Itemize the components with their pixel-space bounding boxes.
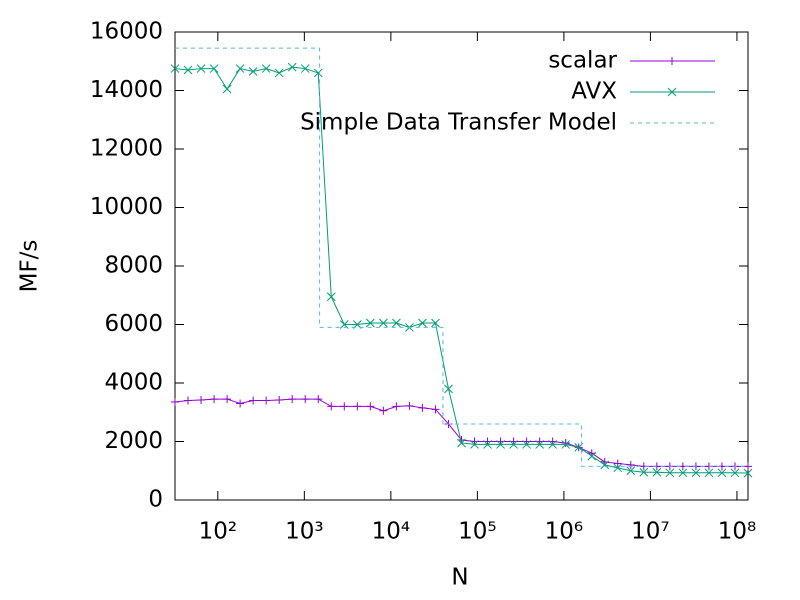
x-tick-label: 10³: [285, 519, 324, 545]
marker: [535, 440, 544, 449]
marker: [340, 402, 349, 411]
y-tick-label: 10000: [90, 194, 163, 220]
marker: [248, 67, 258, 76]
y-tick-label: 8000: [104, 253, 163, 279]
marker: [626, 460, 635, 469]
marker: [418, 403, 427, 412]
marker: [327, 402, 336, 411]
y-tick-label: 4000: [104, 370, 163, 396]
marker: [717, 468, 727, 478]
marker: [652, 467, 662, 477]
marker: [210, 395, 219, 404]
marker: [457, 438, 466, 448]
marker: [431, 318, 440, 328]
marker: [678, 468, 688, 478]
marker: [288, 395, 297, 404]
marker: [613, 459, 622, 468]
marker: [626, 466, 636, 476]
marker: [691, 468, 701, 478]
marker: [405, 401, 414, 410]
marker: [184, 396, 193, 405]
marker: [353, 402, 362, 411]
marker: [223, 395, 232, 404]
y-axis-label: MF/s: [17, 240, 43, 293]
marker: [392, 402, 401, 411]
marker: [444, 384, 453, 394]
marker: [196, 64, 206, 73]
legend-label: scalar: [548, 48, 617, 74]
marker: [496, 440, 505, 449]
marker: [236, 399, 245, 408]
marker: [379, 318, 388, 328]
y-tick-label: 2000: [104, 428, 163, 454]
marker: [326, 292, 336, 302]
marker: [301, 395, 310, 404]
marker: [287, 62, 297, 72]
y-tick-label: 14000: [90, 77, 163, 103]
x-axis-label: N: [451, 565, 468, 591]
marker: [561, 440, 571, 449]
marker: [522, 440, 531, 449]
marker: [668, 57, 676, 65]
marker: [667, 87, 677, 97]
marker: [365, 318, 375, 328]
legend-label: Simple Data Transfer Model: [300, 110, 617, 136]
marker: [275, 395, 284, 404]
marker: [509, 440, 518, 449]
plot-frame: [174, 31, 749, 501]
marker: [366, 402, 375, 411]
marker: [222, 84, 232, 94]
marker: [379, 406, 388, 415]
marker: [249, 396, 258, 405]
marker: [704, 468, 714, 478]
marker: [548, 440, 558, 449]
marker: [183, 65, 193, 75]
marker: [665, 468, 675, 478]
marker: [313, 68, 323, 78]
y-tick-label: 16000: [90, 19, 163, 45]
marker: [743, 468, 753, 478]
x-tick-label: 10⁶: [545, 519, 584, 545]
x-tick-label: 10⁵: [458, 519, 497, 545]
marker: [600, 460, 610, 470]
marker: [639, 467, 649, 477]
marker: [392, 318, 401, 328]
marker: [209, 64, 219, 73]
y-tick-label: 6000: [104, 311, 163, 337]
x-tick-label: 10⁴: [372, 519, 411, 545]
series-line: [175, 47, 748, 467]
y-tick-label: 12000: [90, 136, 163, 162]
marker: [470, 440, 479, 449]
x-tick-label: 10²: [199, 519, 238, 545]
marker: [561, 438, 570, 447]
legend-label: AVX: [571, 79, 617, 105]
marker: [274, 68, 284, 78]
marker: [744, 462, 752, 471]
marker: [418, 318, 427, 328]
marker: [314, 395, 323, 404]
marker: [171, 398, 179, 407]
marker: [587, 451, 597, 461]
marker: [261, 64, 271, 73]
marker: [262, 396, 271, 405]
y-tick-label: 0: [148, 487, 163, 513]
marker: [197, 395, 206, 404]
marker: [483, 440, 492, 449]
marker: [170, 64, 180, 73]
x-tick-label: 10⁷: [631, 519, 670, 545]
marker: [613, 463, 623, 473]
marker: [235, 64, 245, 73]
marker: [431, 405, 440, 414]
marker: [300, 64, 310, 73]
marker: [730, 468, 740, 478]
x-tick-label: 10⁸: [718, 519, 757, 545]
series-line: [174, 398, 748, 467]
